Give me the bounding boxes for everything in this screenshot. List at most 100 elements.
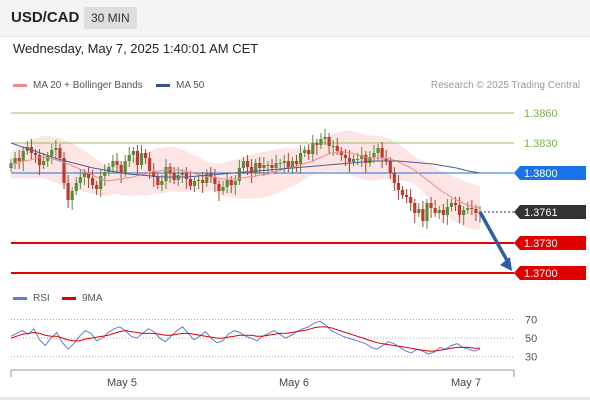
- candle-body: [453, 203, 458, 205]
- candle-body: [37, 155, 42, 165]
- candle: [221, 181, 225, 195]
- ma20-line: [10, 151, 481, 209]
- ma50-line: [10, 142, 481, 178]
- candle: [225, 172, 229, 193]
- candle: [360, 147, 364, 167]
- candle-body: [123, 161, 127, 173]
- candle-body: [270, 165, 274, 168]
- candle: [421, 201, 425, 227]
- ma50-swatch: [156, 84, 170, 87]
- candle: [254, 159, 258, 177]
- candle: [233, 175, 237, 195]
- level-tag-support-2: [514, 266, 586, 280]
- candle-body: [421, 209, 425, 221]
- candle-body: [376, 148, 380, 153]
- legend-9ma: 9MA: [62, 293, 103, 304]
- candle: [148, 152, 152, 179]
- candle-body: [62, 158, 66, 183]
- candle-body: [164, 167, 168, 181]
- candle: [384, 150, 388, 165]
- candle-body: [168, 167, 172, 173]
- candle: [241, 157, 246, 174]
- candle: [95, 181, 99, 195]
- date-label-may5: May 5: [107, 377, 137, 389]
- candle: [143, 149, 148, 164]
- candle-body: [86, 173, 91, 178]
- level-text-support-1: 1.3730: [524, 238, 558, 250]
- candle: [139, 145, 144, 169]
- footer-border: [0, 397, 590, 400]
- candle: [409, 189, 413, 211]
- level-text-resistance-1: 1.3830: [524, 138, 558, 150]
- candle-body: [180, 173, 184, 175]
- candle-body: [225, 180, 229, 187]
- candle: [266, 161, 270, 175]
- candle-body: [46, 156, 50, 161]
- candle-body: [356, 159, 360, 160]
- candle: [103, 164, 107, 186]
- level-label-pivot: 1.3800: [514, 166, 586, 180]
- candle-body: [449, 203, 454, 207]
- candle-body: [380, 148, 384, 158]
- rsi-tick-label-30: 30: [525, 352, 537, 364]
- candle-body: [103, 172, 107, 176]
- candle-body: [148, 158, 152, 171]
- candle-body: [42, 161, 46, 165]
- candle: [437, 206, 441, 219]
- candle-body: [160, 181, 164, 185]
- candle-body: [286, 161, 290, 168]
- candle-body: [462, 210, 466, 215]
- candle: [78, 169, 82, 189]
- candle-body: [429, 203, 433, 208]
- candle: [462, 206, 466, 225]
- candle: [74, 177, 78, 195]
- candle-body: [74, 183, 78, 191]
- candle-body: [152, 171, 156, 177]
- candle-body: [351, 159, 356, 162]
- legend-rsi: RSI: [13, 293, 50, 304]
- candle-body: [413, 203, 417, 213]
- candle: [392, 167, 396, 191]
- candle-body: [323, 137, 327, 139]
- level-text-resistance-2: 1.3860: [524, 108, 558, 120]
- candle-body: [221, 187, 225, 191]
- candle-body: [131, 151, 135, 155]
- candle-body: [388, 161, 392, 173]
- candle: [339, 147, 343, 161]
- candle: [46, 152, 50, 167]
- candle: [13, 152, 17, 169]
- candle: [192, 177, 197, 192]
- candle: [42, 153, 46, 169]
- candle-body: [245, 161, 250, 167]
- candle: [351, 155, 356, 166]
- candle: [282, 155, 286, 173]
- candle-body: [298, 153, 303, 164]
- candle: [90, 170, 95, 189]
- candle: [347, 150, 352, 172]
- level-tag-pivot: [514, 166, 586, 180]
- candle-body: [143, 153, 148, 158]
- candle-body: [13, 158, 17, 163]
- candle: [315, 139, 319, 155]
- candle-body: [339, 151, 343, 155]
- timestamp: Wednesday, May 7, 2025 1:40:01 AM CET: [13, 41, 259, 56]
- candle-body: [233, 181, 237, 185]
- candle: [445, 199, 449, 225]
- forecast-arrow-head: [500, 257, 512, 271]
- candle: [127, 147, 131, 167]
- legend-9ma-label: 9MA: [82, 293, 103, 304]
- 9ma-swatch: [62, 297, 76, 300]
- candle-body: [17, 158, 21, 161]
- interval-badge[interactable]: 30 MIN: [84, 7, 137, 29]
- candle-body: [156, 177, 160, 185]
- candle-body: [470, 208, 474, 209]
- candle: [262, 157, 266, 176]
- level-label-support-1: 1.3730: [514, 236, 586, 250]
- candle-body: [66, 183, 70, 200]
- candle-body: [282, 161, 286, 163]
- candle-body: [33, 153, 38, 155]
- candle: [58, 144, 62, 162]
- candle: [294, 155, 299, 172]
- candle: [107, 163, 111, 176]
- level-text-last-price: 1.3761: [524, 207, 558, 219]
